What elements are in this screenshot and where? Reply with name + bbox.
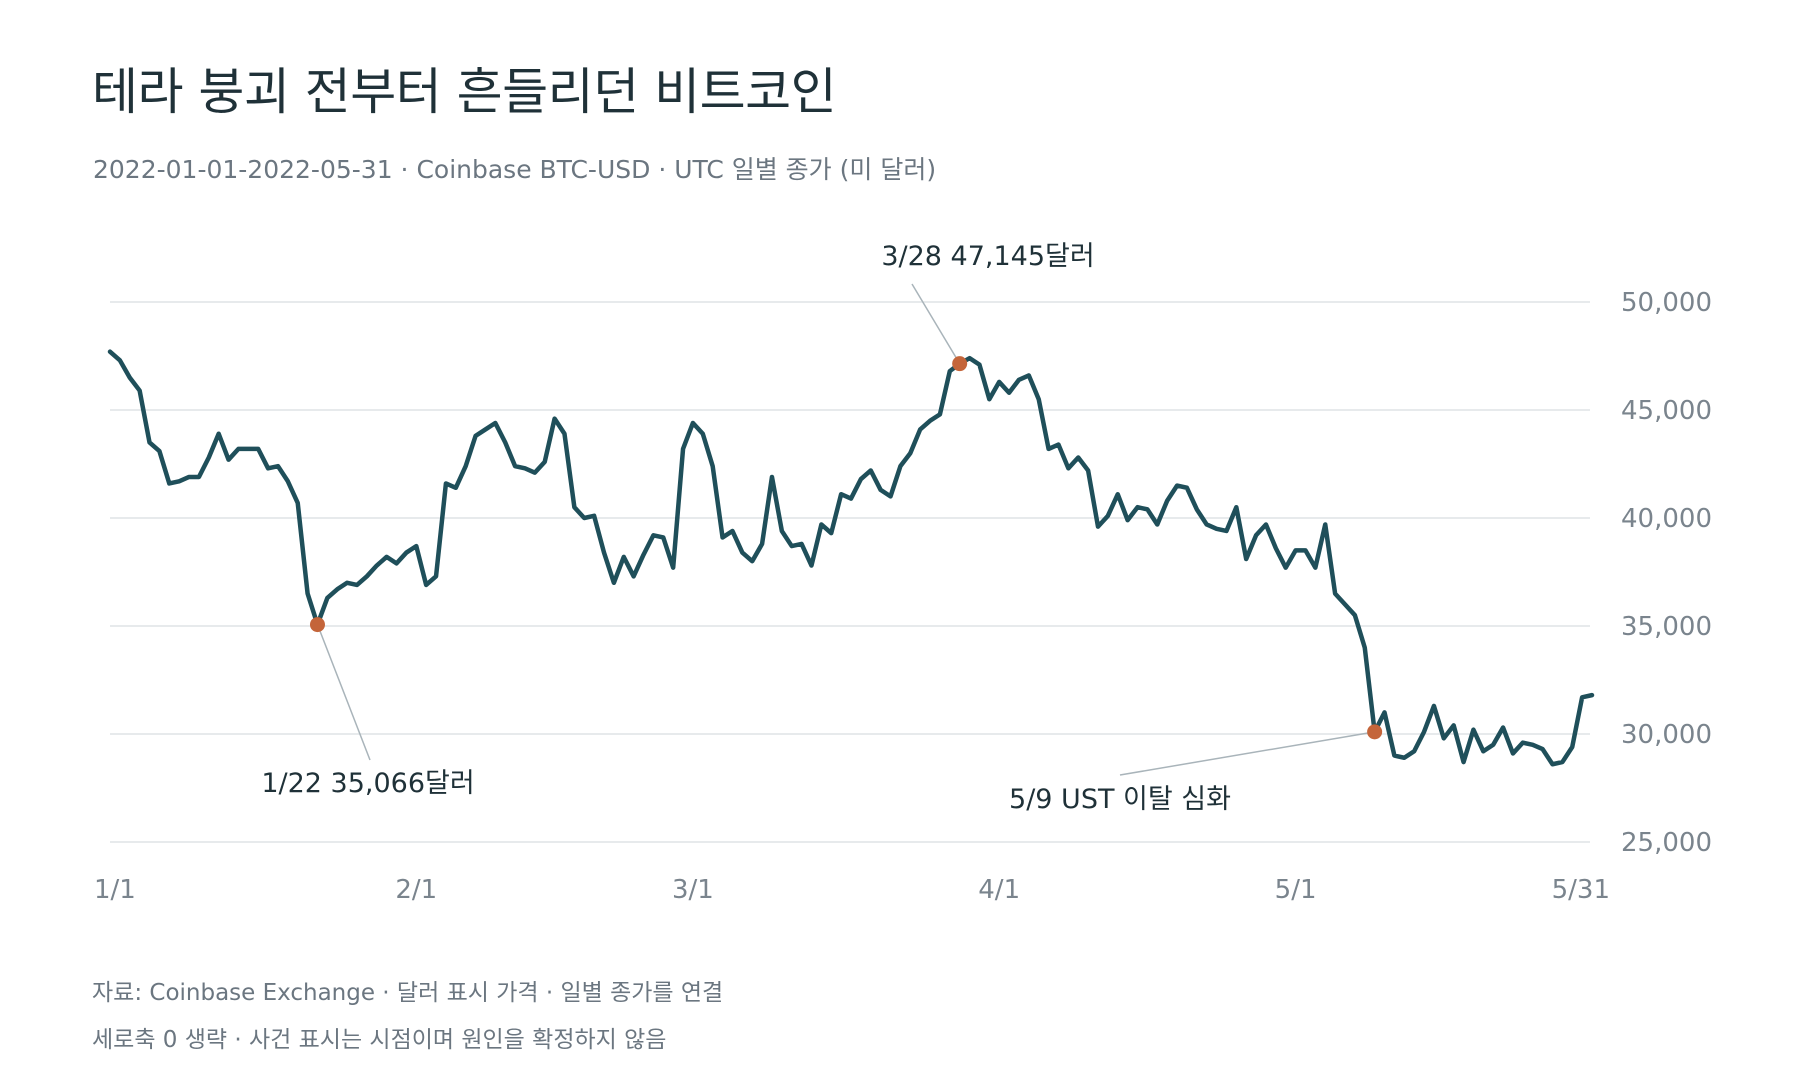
x-tick-label: 5/31 — [1552, 875, 1610, 905]
y-tick-label: 45,000 — [1621, 396, 1712, 426]
grid-lines — [110, 301, 1590, 843]
chart-title: 테라 붕괴 전부터 흔들리던 비트코인 — [92, 63, 837, 121]
source-note: 자료: Coinbase Exchange · 달러 표시 가격 · 일별 종가… — [92, 980, 724, 1006]
annotation-marker — [1367, 724, 1383, 740]
y-tick-label: 30,000 — [1621, 720, 1712, 750]
x-tick-label: 2/1 — [395, 875, 437, 905]
btc-price-line — [107, 349, 1595, 767]
axis-note: 세로축 0 생략 · 사건 표시는 시점이며 원인을 확정하지 않음 — [92, 1027, 667, 1053]
x-tick-label: 5/1 — [1275, 875, 1317, 905]
y-tick-label: 35,000 — [1621, 612, 1712, 642]
annotation-leader — [316, 624, 371, 761]
x-tick-label: 3/1 — [672, 875, 714, 905]
y-tick-label: 40,000 — [1621, 504, 1712, 534]
annotation-marker — [309, 617, 325, 633]
x-tick-label: 1/1 — [94, 875, 136, 905]
annotation-label: 5/9 UST 이탈 심화 — [1009, 784, 1231, 815]
y-tick-label: 25,000 — [1621, 828, 1712, 858]
annotation-label: 3/28 47,145달러 — [881, 241, 1094, 272]
y-axis-labels: 25,000 30,000 35,000 40,000 45,000 50,000 — [1621, 288, 1712, 858]
annotation-leader — [1119, 731, 1375, 776]
annotation-leaders — [316, 283, 1375, 776]
annotation-labels: 1/22 35,066달러 3/28 47,145달러 5/9 UST 이탈 심화 — [261, 241, 1231, 815]
annotation-label: 1/22 35,066달러 — [261, 768, 474, 799]
annotation-marker — [952, 356, 968, 372]
x-tick-label: 4/1 — [978, 875, 1020, 905]
x-axis-labels: 1/1 2/1 3/1 4/1 5/1 5/31 — [94, 875, 1610, 905]
annotation-markers — [309, 356, 1383, 740]
y-tick-label: 50,000 — [1621, 288, 1712, 318]
annotation-leader — [911, 283, 961, 365]
chart-subtitle: 2022-01-01-2022-05-31 · Coinbase BTC-USD… — [93, 155, 937, 184]
